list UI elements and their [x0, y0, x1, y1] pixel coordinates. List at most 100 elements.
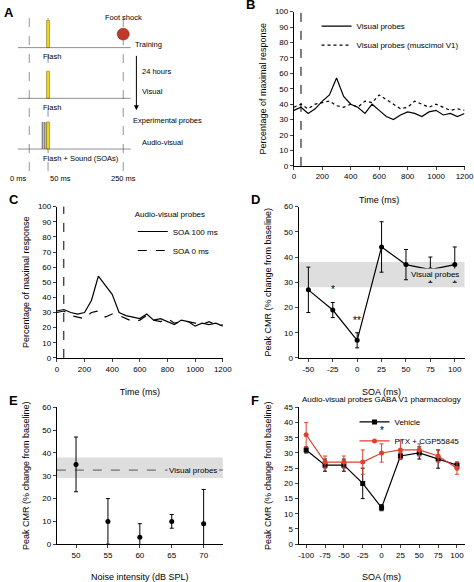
- svg-text:1000: 1000: [427, 172, 445, 181]
- svg-text:Peak CMR (% change from baseli: Peak CMR (% change from baseline): [263, 402, 273, 551]
- svg-text:1200: 1200: [214, 365, 232, 374]
- svg-text:70: 70: [199, 551, 208, 560]
- svg-text:50: 50: [279, 85, 288, 94]
- svg-text:A: A: [4, 5, 14, 20]
- svg-text:Flash + Sound (SOAs): Flash + Sound (SOAs): [43, 154, 119, 163]
- svg-text:75: 75: [426, 365, 435, 374]
- svg-text:100: 100: [275, 7, 289, 16]
- svg-text:Peak CMR (% change from baseli: Peak CMR (% change from baseline): [21, 402, 31, 551]
- svg-text:-75: -75: [319, 551, 331, 560]
- svg-text:Percentage of maximal response: Percentage of maximal response: [258, 23, 268, 155]
- svg-text:SOA (ms): SOA (ms): [362, 387, 401, 397]
- svg-text:0: 0: [379, 551, 384, 560]
- svg-text:40: 40: [42, 293, 51, 302]
- svg-text:20: 20: [284, 303, 293, 312]
- svg-text:600: 600: [373, 172, 387, 181]
- svg-text:100: 100: [448, 365, 462, 374]
- svg-text:90: 90: [42, 218, 51, 227]
- svg-text:400: 400: [344, 172, 358, 181]
- svg-text:24 hours: 24 hours: [142, 67, 171, 76]
- svg-text:30: 30: [42, 472, 51, 481]
- svg-text:0: 0: [289, 354, 294, 363]
- svg-text:10: 10: [284, 329, 293, 338]
- svg-text:Time (ms): Time (ms): [359, 195, 399, 205]
- svg-text:50: 50: [402, 365, 411, 374]
- svg-text:Percentage of maximal response: Percentage of maximal response: [21, 216, 31, 348]
- svg-text:35: 35: [284, 434, 293, 443]
- svg-text:600: 600: [133, 365, 147, 374]
- svg-text:90: 90: [279, 23, 288, 32]
- svg-text:20: 20: [42, 323, 51, 332]
- svg-text:60: 60: [284, 202, 293, 211]
- svg-text:Visual: Visual: [142, 87, 163, 96]
- svg-text:SOA 0 ms: SOA 0 ms: [173, 247, 209, 256]
- svg-text:-100: -100: [298, 551, 315, 560]
- svg-text:Audio-visual probes GABA V1 ph: Audio-visual probes GABA V1 pharmacology: [302, 395, 461, 404]
- svg-text:Visual probes: Visual probes: [357, 22, 405, 31]
- svg-text:400: 400: [106, 365, 120, 374]
- svg-text:0: 0: [47, 540, 52, 549]
- svg-text:50: 50: [415, 551, 424, 560]
- svg-text:1200: 1200: [456, 172, 474, 181]
- svg-text:0 ms: 0 ms: [10, 174, 27, 183]
- svg-text:65: 65: [167, 551, 176, 560]
- svg-text:200: 200: [316, 172, 330, 181]
- svg-text:15: 15: [284, 494, 293, 503]
- svg-text:Vehicle: Vehicle: [395, 418, 421, 427]
- svg-text:100: 100: [38, 202, 52, 211]
- svg-text:E: E: [9, 393, 18, 408]
- svg-text:200: 200: [78, 365, 92, 374]
- svg-text:50: 50: [72, 551, 81, 560]
- svg-text:20: 20: [42, 494, 51, 503]
- svg-text:70: 70: [42, 248, 51, 257]
- svg-text:50: 50: [42, 426, 51, 435]
- svg-text:Flash: Flash: [43, 103, 61, 112]
- svg-text:40: 40: [284, 418, 293, 427]
- svg-text:60: 60: [279, 69, 288, 78]
- svg-text:10: 10: [284, 510, 293, 519]
- svg-text:10: 10: [42, 517, 51, 526]
- svg-text:Time (ms): Time (ms): [120, 387, 160, 397]
- svg-text:F: F: [251, 393, 259, 408]
- svg-text:45: 45: [284, 403, 293, 412]
- svg-text:0: 0: [55, 365, 60, 374]
- svg-text:Audio-visual probes: Audio-visual probes: [135, 210, 205, 219]
- svg-text:60: 60: [42, 403, 51, 412]
- svg-text:SOA (ms): SOA (ms): [362, 572, 401, 582]
- svg-text:SOA 100 ms: SOA 100 ms: [173, 228, 218, 237]
- svg-text:5: 5: [289, 525, 294, 534]
- svg-text:800: 800: [161, 365, 175, 374]
- svg-text:30: 30: [42, 308, 51, 317]
- svg-text:20: 20: [279, 131, 288, 140]
- svg-text:25: 25: [377, 365, 386, 374]
- svg-text:30: 30: [284, 278, 293, 287]
- svg-text:250 ms: 250 ms: [111, 174, 136, 183]
- svg-text:80: 80: [279, 38, 288, 47]
- svg-text:-25: -25: [327, 365, 339, 374]
- svg-text:*: *: [380, 425, 384, 436]
- svg-text:Audio-visual: Audio-visual: [142, 138, 183, 147]
- svg-text:60: 60: [135, 551, 144, 560]
- svg-text:Flash: Flash: [43, 52, 61, 61]
- svg-text:PTX + CGP55845: PTX + CGP55845: [395, 437, 460, 446]
- svg-text:80: 80: [42, 233, 51, 242]
- svg-text:C: C: [9, 192, 19, 207]
- svg-text:Visual probes (muscimol V1): Visual probes (muscimol V1): [357, 41, 459, 50]
- svg-text:0: 0: [355, 365, 360, 374]
- svg-text:10: 10: [42, 339, 51, 348]
- svg-text:50: 50: [284, 228, 293, 237]
- svg-text:Visual probes: Visual probes: [169, 466, 217, 475]
- svg-text:Training: Training: [135, 40, 162, 49]
- svg-text:D: D: [251, 192, 260, 207]
- svg-text:25: 25: [396, 551, 405, 560]
- svg-text:**: **: [353, 315, 361, 326]
- svg-text:Experimental probes: Experimental probes: [133, 116, 202, 125]
- svg-text:Foot shock: Foot shock: [105, 13, 142, 22]
- svg-text:10: 10: [279, 146, 288, 155]
- svg-text:1000: 1000: [186, 365, 204, 374]
- svg-text:40: 40: [42, 449, 51, 458]
- svg-text:50: 50: [42, 278, 51, 287]
- svg-text:50 ms: 50 ms: [50, 174, 71, 183]
- svg-text:*: *: [331, 284, 335, 295]
- svg-text:25: 25: [284, 464, 293, 473]
